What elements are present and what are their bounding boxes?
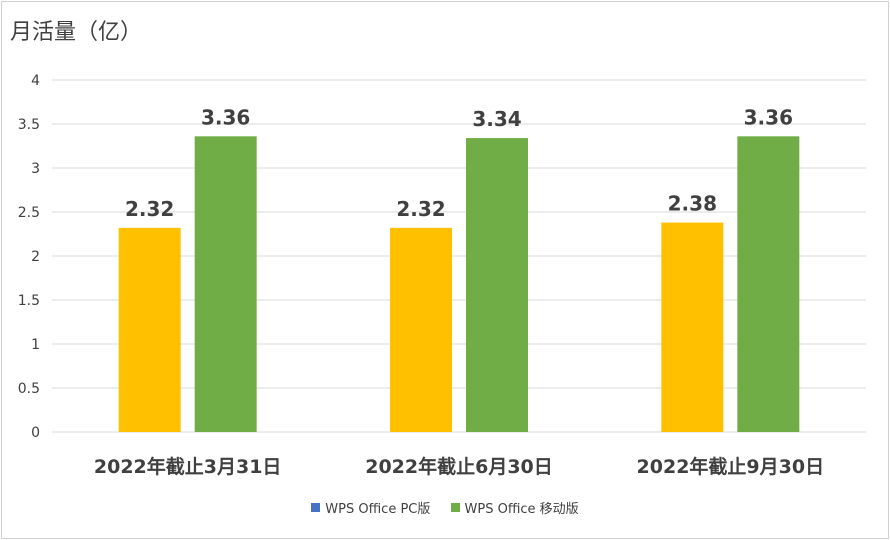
legend-swatch-pc	[311, 503, 321, 512]
bar-s1-c1	[466, 138, 528, 432]
data-label-s1-c0: 3.36	[201, 105, 250, 129]
x-tick-label-0: 2022年截止3月31日	[94, 455, 282, 478]
data-label-s0-c1: 2.32	[396, 197, 445, 221]
data-label-s1-c1: 3.34	[472, 107, 521, 131]
bar-s0-c2	[661, 222, 724, 432]
bar-s0-c0	[118, 227, 181, 432]
bar-s0-c1	[390, 227, 452, 432]
data-label-s0-c2: 2.38	[668, 192, 717, 216]
legend-label-pc: WPS Office PC版	[325, 502, 431, 517]
legend-item-mobile: WPS Office 移动版	[450, 498, 579, 517]
y-tick-label-7: 3.5	[18, 117, 40, 133]
x-tick-label-1: 2022年截止6月30日	[365, 455, 553, 478]
chart-title: 月活量（亿）	[10, 20, 143, 45]
y-tick-label-0: 0	[31, 425, 40, 441]
legend-label-mobile: WPS Office 移动版	[464, 502, 579, 517]
legend: WPS Office PC版 WPS Office 移动版	[0, 498, 890, 517]
y-tick-label-8: 4	[31, 73, 40, 89]
x-tick-label-2: 2022年截止9月30日	[637, 455, 825, 478]
y-tick-label-6: 3	[31, 161, 40, 177]
y-tick-label-2: 1	[31, 337, 40, 353]
legend-item-pc: WPS Office PC版	[311, 498, 430, 517]
bar-s1-c0	[194, 136, 257, 432]
y-tick-label-1: 0.5	[18, 381, 40, 397]
data-label-s1-c2: 3.36	[744, 105, 793, 129]
data-label-s0-c0: 2.32	[125, 197, 174, 221]
legend-swatch-mobile	[450, 503, 460, 512]
y-tick-label-4: 2	[31, 249, 40, 265]
bar-s1-c2	[737, 136, 800, 432]
y-tick-label-5: 2.5	[18, 205, 40, 221]
y-tick-label-3: 1.5	[18, 293, 40, 309]
